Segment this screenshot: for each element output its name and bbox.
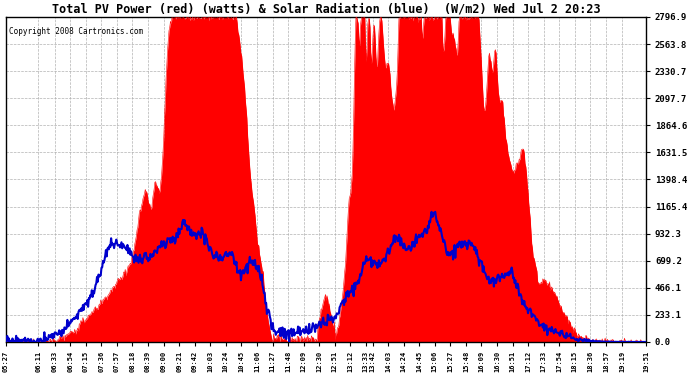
Text: Copyright 2008 Cartronics.com: Copyright 2008 Cartronics.com [9,27,143,36]
Title: Total PV Power (red) (watts) & Solar Radiation (blue)  (W/m2) Wed Jul 2 20:23: Total PV Power (red) (watts) & Solar Rad… [52,3,600,16]
